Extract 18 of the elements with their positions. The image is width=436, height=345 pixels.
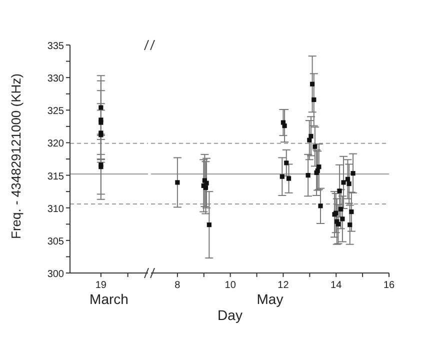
y-tick-label: 320 (47, 138, 64, 150)
x-tick-label: 14 (330, 280, 342, 291)
y-tick-label: 315 (47, 171, 64, 182)
text: May (256, 291, 284, 307)
y-tick-label: 300 (47, 269, 64, 280)
x-tick-label: 16 (383, 280, 395, 291)
x-tick-label: 8 (174, 280, 181, 291)
y-tick-label: 330 (47, 74, 64, 85)
y-tick-label: 310 (47, 204, 64, 215)
y-tick-label: 335 (47, 41, 64, 52)
x-tick-label: 19 (95, 280, 107, 291)
x-tick-label: 12 (278, 280, 290, 291)
x-tick-label: 10 (224, 280, 236, 291)
y-tick-label: 305 (47, 236, 64, 248)
text: March (88, 291, 130, 307)
x-axis-title: Day (218, 307, 242, 323)
y-tick-label: 325 (47, 106, 64, 118)
y-axis-title: Freq. - 434829121000 (KHz) (8, 74, 24, 239)
